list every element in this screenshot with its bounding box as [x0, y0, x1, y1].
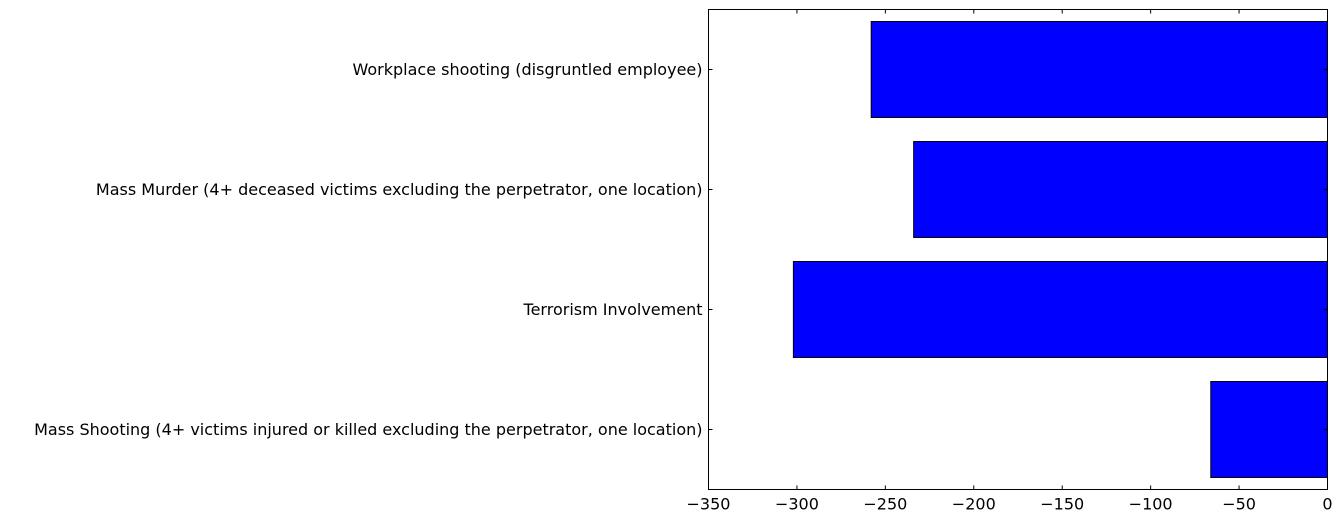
category-label: Mass Shooting (4+ victims injured or kil…	[34, 420, 702, 439]
x-tick-label: −50	[1222, 495, 1256, 514]
x-tick-label: −100	[1129, 495, 1173, 514]
bar	[870, 21, 1328, 118]
bar	[792, 261, 1328, 358]
bar	[1210, 381, 1329, 478]
category-label: Workplace shooting (disgruntled employee…	[352, 60, 702, 79]
bar	[913, 141, 1328, 238]
x-axis-ticks: −350 −300 −250 −200 −150 −100 −50 0	[687, 9, 1333, 514]
category-label: Mass Murder (4+ deceased victims excludi…	[96, 180, 703, 199]
x-tick-label: 0	[1322, 495, 1332, 514]
x-tick-label: −300	[775, 495, 819, 514]
x-tick-label: −250	[863, 495, 907, 514]
plot-frame	[708, 9, 1328, 490]
bars-group	[792, 21, 1329, 478]
x-tick-label: −350	[687, 495, 731, 514]
x-tick-label: −150	[1040, 495, 1084, 514]
category-labels: Mass Shooting (4+ victims injured or kil…	[34, 60, 1328, 439]
x-tick-label: −200	[952, 495, 996, 514]
category-label: Terrorism Involvement	[523, 300, 703, 319]
